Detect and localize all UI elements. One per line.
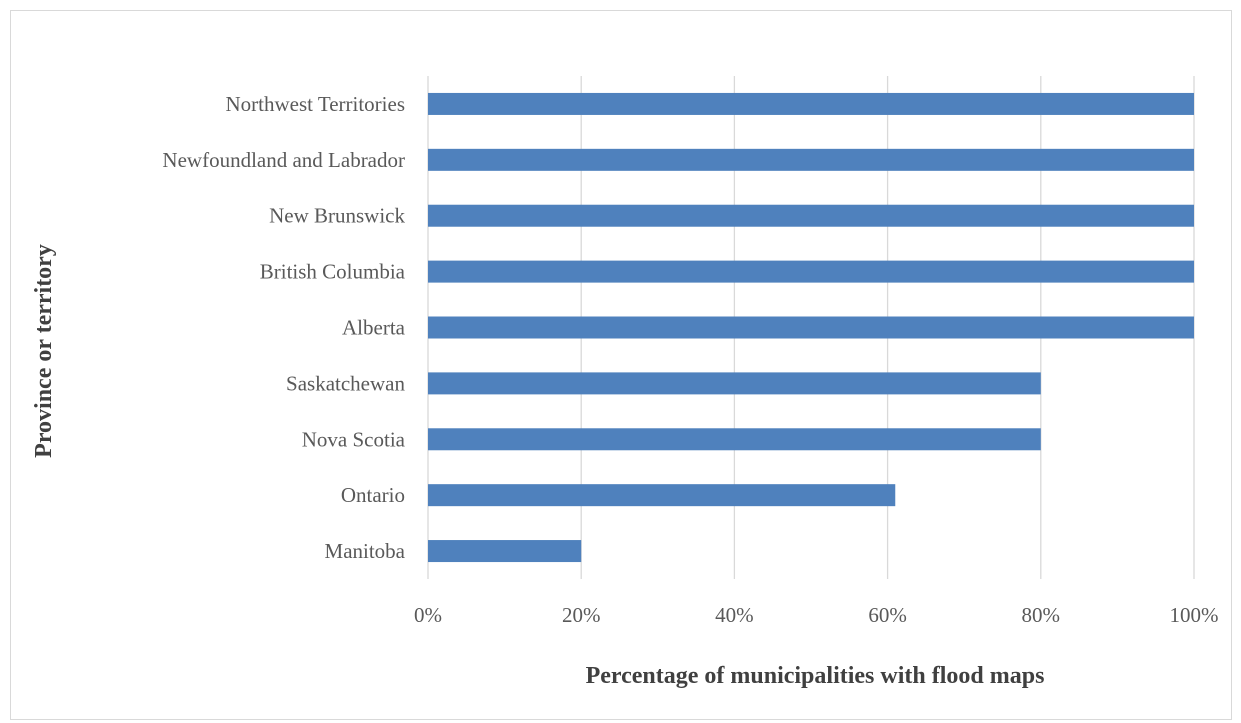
y-axis-title: Province or territory — [31, 244, 57, 458]
bar — [428, 316, 1194, 339]
x-axis-title: Percentage of municipalities with flood … — [586, 663, 1045, 689]
x-tick-label: 100% — [1170, 603, 1219, 627]
x-tick-label: 80% — [1022, 603, 1061, 627]
category-label: Ontario — [341, 483, 405, 507]
bar — [428, 148, 1194, 171]
category-label: Alberta — [342, 316, 406, 340]
x-tick-label: 20% — [562, 603, 601, 627]
bar — [428, 372, 1041, 395]
bar — [428, 260, 1194, 283]
x-tick-label: 0% — [414, 603, 442, 627]
category-label: New Brunswick — [269, 204, 405, 228]
bar — [428, 92, 1194, 115]
bar — [428, 540, 582, 563]
bar — [428, 484, 896, 507]
category-label: Manitoba — [325, 539, 406, 563]
category-label: Saskatchewan — [286, 371, 405, 395]
bars — [428, 92, 1194, 563]
x-tick-label: 60% — [868, 603, 907, 627]
category-label: Newfoundland and Labrador — [162, 148, 405, 172]
category-label: British Columbia — [260, 260, 406, 284]
x-tick-labels: 0% 20% 40% 60% 80% 100% — [414, 603, 1219, 627]
x-tick-label: 40% — [715, 603, 754, 627]
category-label: Nova Scotia — [302, 427, 406, 451]
bar — [428, 428, 1041, 451]
category-label: Northwest Territories — [225, 92, 405, 116]
bar — [428, 204, 1194, 227]
category-labels: Northwest Territories Newfoundland and La… — [162, 92, 405, 563]
chart-frame — [10, 10, 1232, 720]
